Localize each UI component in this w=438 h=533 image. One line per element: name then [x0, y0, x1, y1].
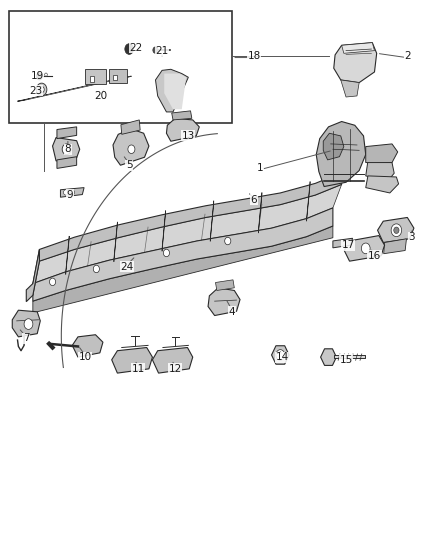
Polygon shape — [114, 222, 117, 262]
Polygon shape — [215, 280, 234, 290]
Text: 11: 11 — [131, 364, 145, 374]
Polygon shape — [33, 249, 39, 295]
Polygon shape — [121, 120, 140, 134]
Bar — [109, 69, 127, 83]
Polygon shape — [57, 127, 77, 139]
Circle shape — [64, 190, 68, 195]
Polygon shape — [57, 157, 77, 168]
Polygon shape — [323, 133, 344, 160]
Circle shape — [361, 243, 370, 254]
Polygon shape — [18, 76, 131, 101]
Text: 10: 10 — [79, 352, 92, 362]
Bar — [113, 75, 117, 80]
Circle shape — [36, 72, 42, 80]
Circle shape — [93, 265, 99, 273]
Text: 1: 1 — [257, 163, 264, 173]
Circle shape — [225, 237, 231, 245]
Polygon shape — [162, 211, 166, 251]
Polygon shape — [307, 181, 310, 221]
Text: 20: 20 — [94, 91, 107, 101]
Text: 17: 17 — [342, 240, 355, 250]
Polygon shape — [366, 161, 394, 181]
Polygon shape — [72, 335, 103, 357]
Polygon shape — [53, 138, 80, 161]
Circle shape — [24, 319, 33, 329]
Text: 18: 18 — [247, 51, 261, 61]
Text: 12: 12 — [169, 364, 182, 374]
Circle shape — [36, 83, 47, 96]
Polygon shape — [366, 144, 398, 163]
Bar — [90, 76, 94, 82]
Polygon shape — [113, 129, 149, 165]
Text: 19: 19 — [31, 71, 44, 80]
Text: 9: 9 — [67, 190, 74, 199]
Polygon shape — [341, 80, 359, 97]
Circle shape — [49, 278, 56, 286]
Text: 14: 14 — [276, 352, 289, 362]
Polygon shape — [155, 69, 188, 112]
Polygon shape — [316, 122, 366, 187]
Bar — [85, 69, 106, 84]
Circle shape — [391, 224, 402, 237]
Text: 2: 2 — [404, 51, 411, 61]
Circle shape — [153, 47, 158, 53]
Polygon shape — [152, 348, 193, 373]
Bar — [9, 11, 232, 123]
Text: 16: 16 — [368, 251, 381, 261]
Polygon shape — [24, 76, 131, 100]
Text: 8: 8 — [64, 144, 71, 154]
Circle shape — [70, 190, 74, 195]
Polygon shape — [258, 192, 262, 233]
Text: 13: 13 — [182, 131, 195, 141]
Text: 6: 6 — [251, 195, 258, 205]
Polygon shape — [210, 201, 214, 241]
Circle shape — [128, 145, 135, 154]
Text: 4: 4 — [229, 307, 236, 317]
Polygon shape — [342, 43, 374, 53]
Circle shape — [45, 73, 47, 76]
Polygon shape — [333, 238, 353, 248]
Circle shape — [125, 44, 134, 54]
Polygon shape — [66, 236, 69, 274]
Text: 5: 5 — [126, 160, 133, 170]
Polygon shape — [26, 249, 39, 302]
Circle shape — [394, 227, 399, 233]
Text: 23: 23 — [29, 86, 42, 95]
Polygon shape — [60, 188, 84, 197]
Text: 21: 21 — [155, 46, 169, 55]
Text: 3: 3 — [408, 232, 415, 242]
Polygon shape — [12, 310, 40, 337]
Polygon shape — [39, 173, 342, 261]
Polygon shape — [33, 208, 333, 301]
Text: 24: 24 — [120, 262, 134, 271]
Circle shape — [39, 86, 44, 93]
Circle shape — [62, 144, 71, 155]
Polygon shape — [384, 239, 406, 254]
Polygon shape — [166, 118, 199, 141]
Text: 7: 7 — [23, 334, 30, 343]
Polygon shape — [334, 43, 377, 83]
Text: 22: 22 — [129, 43, 142, 53]
Polygon shape — [112, 348, 152, 373]
Polygon shape — [344, 236, 385, 261]
Polygon shape — [33, 226, 333, 313]
Circle shape — [276, 350, 285, 360]
Polygon shape — [378, 217, 414, 243]
Text: 15: 15 — [339, 355, 353, 365]
Polygon shape — [33, 184, 342, 284]
Polygon shape — [208, 288, 240, 316]
Circle shape — [163, 249, 170, 257]
Polygon shape — [172, 111, 192, 120]
Polygon shape — [164, 74, 186, 109]
Polygon shape — [366, 176, 399, 193]
